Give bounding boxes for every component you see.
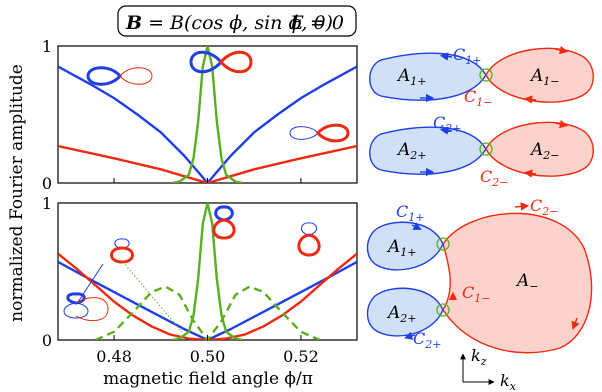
top-ytick-label: 1	[42, 37, 52, 56]
label-A2p: A2+	[396, 140, 427, 162]
inset-orbit-top-center	[189, 50, 253, 74]
label-b-C2m: C2−	[530, 196, 558, 218]
kz-label: kz	[471, 346, 487, 368]
top-series-red-line	[58, 144, 357, 183]
k-axes-legend: kz kx	[460, 346, 517, 392]
x-axis-label: magnetic field angle ϕ/π	[103, 369, 313, 389]
bottom-xtick-label: 0.52	[283, 347, 319, 366]
top-plot-area	[58, 46, 357, 183]
bottom-xtick-label: 0.50	[190, 347, 226, 366]
orbit-diagram-row2: A2+ A2− C2+ C2−	[369, 113, 594, 189]
bottom-ticks: 0 1 0.48 0.50 0.52	[42, 194, 319, 366]
y-axis-label: normalized Fourier amplitude	[7, 64, 27, 322]
label-C1m: C1−	[464, 87, 492, 109]
top-ytick-label: 0	[42, 174, 52, 193]
inset-orbit-top-right	[289, 123, 350, 143]
label-b-Am: A−	[515, 271, 539, 293]
label-b-C1p: C1+	[396, 202, 424, 224]
label-b-A1p: A1+	[386, 237, 417, 259]
label-b-C2p: C2+	[413, 329, 441, 351]
formula-b-bold: B	[125, 12, 142, 34]
top-ticks: 01	[42, 37, 302, 193]
label-C1p: C1+	[453, 45, 481, 67]
bottom-panel: 0 1 0.48 0.50 0.52	[42, 194, 358, 366]
label-b-C1m: C1−	[462, 283, 490, 305]
top-series-blue-line	[58, 65, 357, 183]
inset-orbit-bottom-center	[212, 205, 236, 240]
inset-orbit-bottom-center-left	[110, 238, 183, 333]
label-A1p: A1+	[396, 66, 427, 88]
orbit-diagram-row1: A1+ A1− C1+ C1−	[369, 45, 594, 109]
inset-orbit-bottom-left	[63, 263, 109, 322]
top-series-green-line	[172, 46, 243, 183]
label-b-A2p: A2+	[386, 303, 417, 325]
kx-label: kx	[500, 371, 517, 392]
bottom-series-green-line	[172, 203, 243, 340]
label-A2m: A2−	[529, 140, 560, 162]
bottom-series-red-line	[58, 252, 357, 340]
label-A1m: A1−	[529, 66, 560, 88]
top-panel: 01	[42, 37, 358, 193]
inset-orbit-bottom-right	[297, 222, 321, 257]
orbit-A2p	[369, 126, 487, 175]
label-C2m: C2−	[480, 167, 508, 189]
bottom-series-blue-line	[58, 260, 357, 340]
orbit-b-A2p	[366, 287, 444, 337]
bottom-ytick-label: 1	[42, 194, 52, 213]
bottom-plot-area	[58, 203, 357, 340]
bottom-xtick-label: 0.48	[96, 347, 132, 366]
orbit-diagram-row3: A1+ A2+ A− C1+ C2+ C2− C1−	[366, 196, 593, 354]
formula-energy: E = 0	[289, 12, 344, 34]
bottom-series-green-dashed-line	[94, 285, 321, 340]
svg-text:B = B(cos ϕ, sin ϕ, 0): B = B(cos ϕ, sin ϕ, 0)	[125, 12, 333, 34]
formula-rest: = B(cos ϕ, sin ϕ, 0)	[142, 12, 333, 34]
label-C2p: C2+	[433, 113, 461, 135]
inset-orbit-top-left	[86, 66, 153, 86]
bottom-ytick-label: 0	[42, 331, 52, 350]
header-formula: B = B(cos ϕ, sin ϕ, 0) E = 0	[117, 5, 357, 37]
